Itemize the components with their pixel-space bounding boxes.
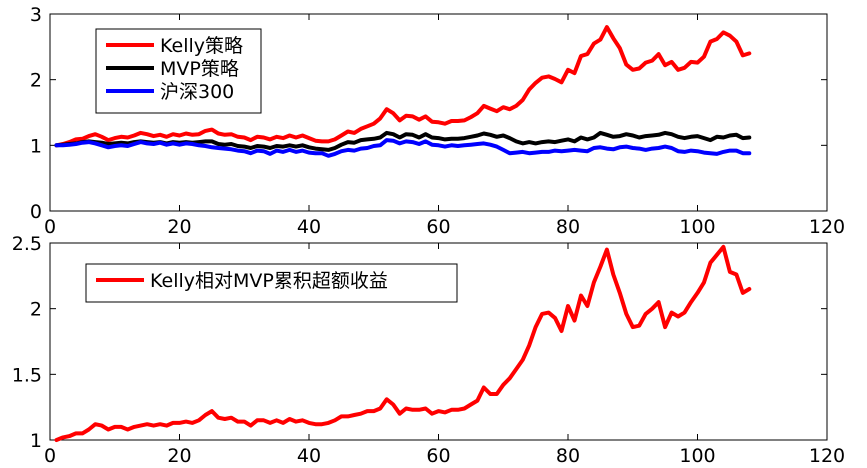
bottom-chart-panel: 0 20 40 60 80 100 120 1 1.5 2 2.5 Kelly相对MVP累积超额收益 — [12, 233, 845, 467]
y-tick-label: 0 — [30, 201, 42, 223]
x-tick-label: 120 — [809, 216, 845, 238]
x-tick-label: 120 — [809, 445, 845, 467]
x-tick-label: 40 — [297, 445, 321, 467]
legend-box — [85, 263, 458, 303]
y-tick-label: 1.5 — [12, 364, 42, 386]
x-tick-label: 100 — [679, 216, 715, 238]
x-tick-label: 0 — [44, 445, 56, 467]
x-tick-label: 20 — [167, 216, 191, 238]
y-tick-label: 3 — [30, 4, 42, 26]
x-tick-label: 0 — [44, 216, 56, 238]
x-tick-label: 80 — [556, 216, 580, 238]
y-tick-label: 2 — [30, 70, 42, 92]
x-tick-label: 100 — [679, 445, 715, 467]
legend-label: MVP策略 — [160, 58, 239, 80]
y-tick-label: 1 — [30, 135, 42, 157]
x-tick-label: 40 — [297, 216, 321, 238]
legend-label: Kelly相对MVP累积超额收益 — [150, 270, 388, 292]
x-tick-label: 20 — [167, 445, 191, 467]
series-line-2 — [54, 138, 752, 158]
y-tick-label: 2.5 — [12, 233, 42, 255]
x-tick-label: 60 — [426, 216, 450, 238]
legend-label: Kelly策略 — [160, 35, 243, 57]
series-line-0 — [54, 244, 752, 442]
x-tick-label: 80 — [556, 445, 580, 467]
y-tick-label: 2 — [30, 299, 42, 321]
series-line-0 — [54, 25, 752, 148]
y-tick-label: 1 — [30, 430, 42, 452]
legend-label: 沪深300 — [160, 81, 234, 103]
x-tick-label: 60 — [426, 445, 450, 467]
